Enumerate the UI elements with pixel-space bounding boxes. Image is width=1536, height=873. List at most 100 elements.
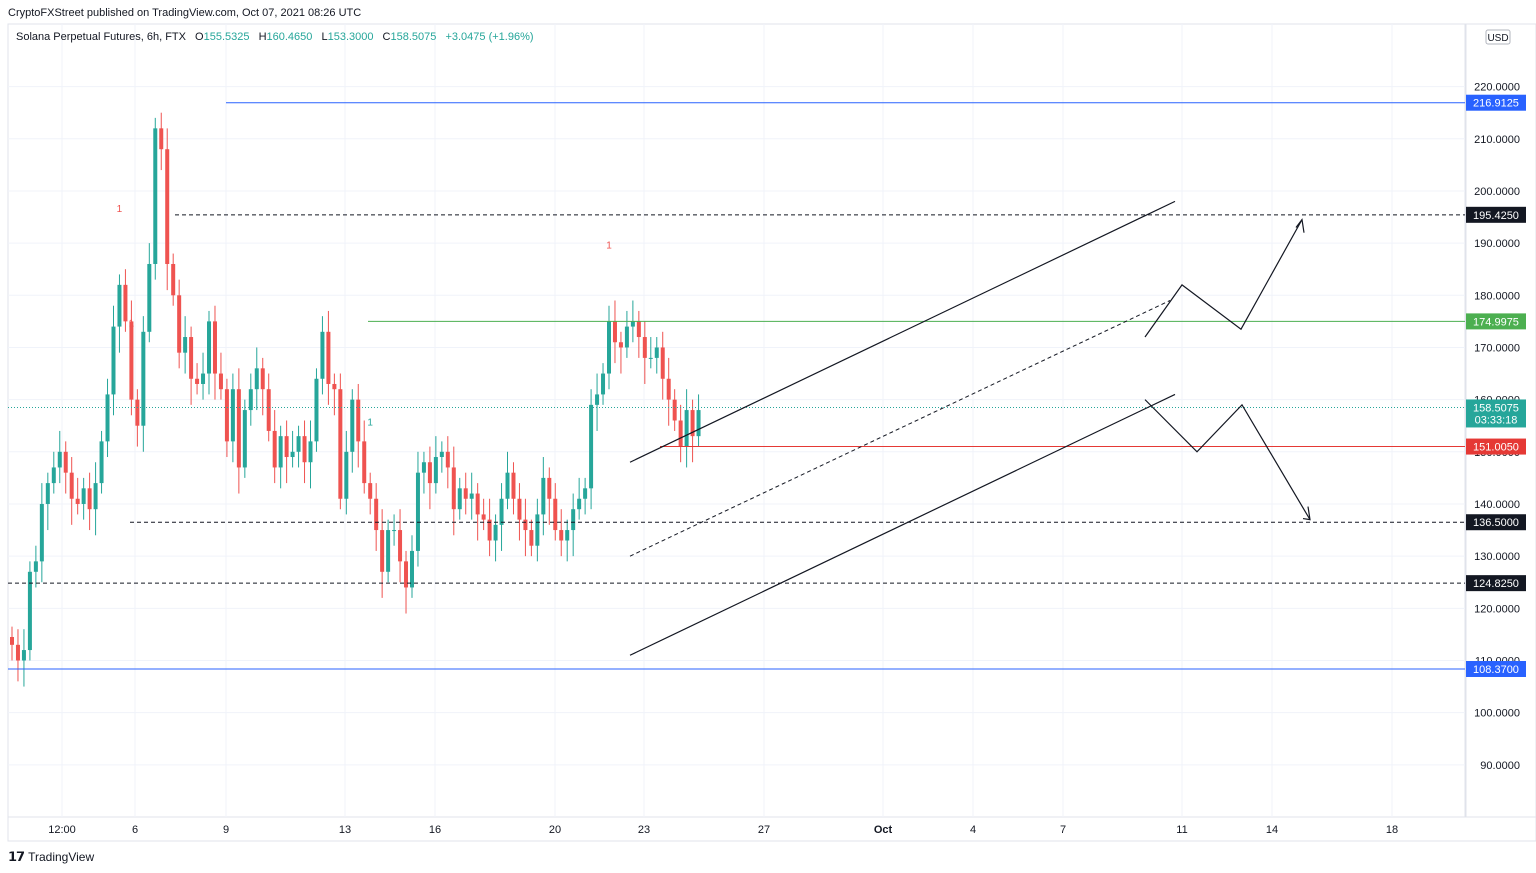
candle-body — [678, 420, 683, 447]
x-tick-label: 4 — [970, 824, 976, 836]
candle-body — [314, 378, 319, 442]
candle-body — [75, 498, 80, 504]
bearish-projection-path[interactable] — [1144, 399, 1311, 520]
candle-body — [123, 284, 128, 322]
time-axis[interactable] — [7, 816, 1536, 842]
x-tick-label: 13 — [339, 824, 351, 836]
candle-body — [254, 368, 259, 390]
level-price-tag[interactable] — [1466, 206, 1526, 223]
candle-body — [505, 472, 510, 499]
tradingview-logo-icon: 𝟭𝟳 — [8, 849, 25, 864]
candle-body — [368, 483, 373, 499]
level-price-tag[interactable] — [1466, 660, 1526, 677]
candle-body — [320, 331, 325, 379]
candle-body — [15, 644, 20, 661]
level-price-tag[interactable] — [1466, 313, 1526, 330]
high-label: H — [258, 31, 267, 43]
candle-body — [362, 441, 367, 484]
candle-body — [427, 462, 432, 484]
candle-body — [57, 451, 62, 468]
current-price-tag[interactable] — [1466, 399, 1526, 428]
candle-body — [559, 530, 564, 541]
candle-body — [445, 451, 450, 468]
open-label: O — [195, 31, 204, 43]
level-price-label: 136.5000 — [1473, 517, 1519, 529]
candle-body — [487, 519, 492, 541]
candle-body — [517, 498, 522, 520]
x-tick-label: 9 — [223, 824, 229, 836]
x-tick-label: 6 — [132, 824, 138, 836]
level-price-label: 108.3700 — [1473, 664, 1519, 676]
candle-body — [577, 498, 582, 510]
bullish-projection-path[interactable] — [1144, 219, 1303, 338]
candle-body — [547, 477, 552, 499]
level-price-tag[interactable] — [1466, 575, 1526, 592]
candle-body — [690, 410, 695, 437]
candle-body — [45, 483, 50, 504]
candle-body — [51, 467, 56, 484]
candle-body — [248, 389, 253, 411]
candle-body — [409, 550, 414, 588]
candle-body — [99, 441, 104, 484]
candle-body — [218, 373, 223, 390]
count-marker: 1 — [129, 319, 135, 330]
candle-body — [696, 410, 701, 437]
candle-body — [421, 462, 426, 473]
candle-body — [278, 436, 283, 468]
candle-body — [183, 337, 188, 353]
candle-body — [529, 530, 534, 546]
candle-body — [141, 331, 146, 426]
x-tick-label: 7 — [1060, 824, 1066, 836]
level-price-tag[interactable] — [1466, 514, 1526, 531]
channel-lower-line[interactable] — [629, 393, 1176, 656]
candle-body — [571, 509, 576, 531]
y-tick-label: 170.0000 — [1474, 342, 1520, 354]
x-tick-label: 11 — [1176, 824, 1187, 836]
candle-body — [636, 321, 641, 338]
low-value: 153.3000 — [327, 31, 374, 43]
level-price-label: 195.4250 — [1473, 210, 1519, 222]
channel-median-line[interactable] — [629, 300, 1171, 557]
footer-brand[interactable]: 𝟭𝟳 TradingView — [8, 849, 94, 865]
level-price-tag[interactable] — [1466, 438, 1526, 455]
currency-box[interactable] — [1485, 29, 1511, 45]
candle-body — [230, 389, 235, 442]
candle-body — [117, 284, 122, 327]
candle-body — [601, 373, 606, 395]
close-value: 158.5075 — [390, 31, 437, 43]
candle-body — [565, 530, 570, 541]
candle-body — [129, 321, 134, 400]
candle-body — [177, 295, 182, 353]
candle-body — [260, 368, 265, 390]
candle-body — [475, 493, 480, 515]
y-tick-label: 120.0000 — [1474, 603, 1520, 615]
level-price-tag[interactable] — [1466, 94, 1526, 111]
candle-body — [242, 410, 247, 468]
candle-body — [439, 451, 444, 458]
candle-body — [398, 530, 403, 562]
low-label: L — [321, 31, 328, 43]
publisher-line: CryptoFXStreet published on TradingView.… — [8, 7, 362, 19]
countdown-label: 03:33:18 — [1475, 414, 1518, 426]
candle-body — [612, 321, 617, 343]
candle-body — [290, 451, 295, 458]
x-tick-label: 16 — [429, 824, 441, 836]
candle-body — [374, 498, 379, 531]
candle-body — [147, 263, 152, 332]
candle-body — [618, 342, 623, 348]
level-price-label: 151.0050 — [1473, 442, 1519, 454]
candle-body — [457, 488, 462, 510]
high-value: 160.4650 — [266, 31, 313, 43]
candle-body — [27, 571, 32, 651]
x-tick-label: 27 — [758, 824, 770, 836]
current-price-label: 158.5075 — [1473, 402, 1519, 414]
y-tick-label: 200.0000 — [1474, 186, 1520, 198]
candle-body — [589, 404, 594, 489]
y-tick-label: 210.0000 — [1474, 134, 1520, 146]
y-tick-label: 100.0000 — [1474, 708, 1520, 720]
x-tick-label: 23 — [638, 824, 650, 836]
channel-upper-line[interactable] — [629, 200, 1176, 463]
candle-body — [672, 399, 677, 421]
candle-body — [266, 389, 271, 431]
